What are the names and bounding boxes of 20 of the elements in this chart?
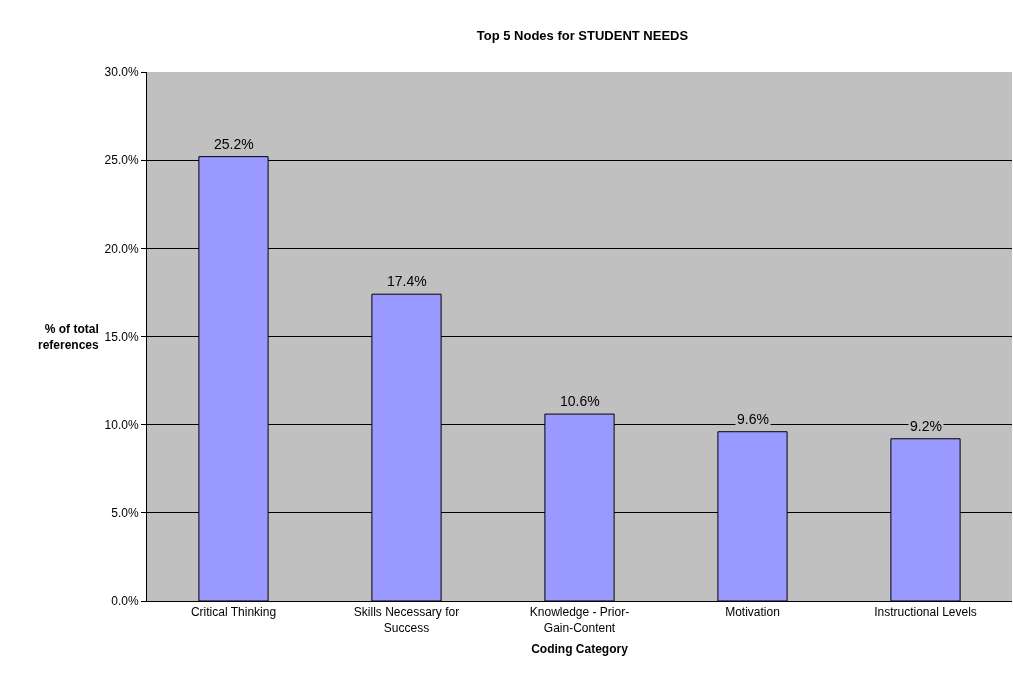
y-tick-label: 25.0% [104,153,139,168]
x-tick-label: Skills Necessary for Success [353,605,460,635]
data-label: 10.6% [560,393,600,409]
y-axis-title: % of total references [38,322,100,352]
y-tick-label: 5.0% [111,506,139,521]
x-tick-label: Instructional Levels [874,605,977,620]
y-tick-label: 30.0% [104,65,139,80]
chart-title: Top 5 Nodes for STUDENT NEEDS [476,27,689,43]
data-label: 9.2% [910,418,942,434]
x-tick-label: Knowledge - Prior-Gain-Content [529,605,630,635]
data-label: 17.4% [387,273,427,289]
x-axis-title: Coding Category [531,641,629,656]
x-tick-label: Motivation [725,605,780,620]
y-tick-label: 20.0% [104,241,139,256]
y-tick-label: 10.0% [104,417,139,432]
data-label: 9.6% [737,411,769,427]
y-tick-label: 0.0% [111,594,139,609]
x-tick-label: Critical Thinking [190,605,277,620]
data-label: 25.2% [214,136,254,152]
y-tick-label: 15.0% [104,329,139,344]
